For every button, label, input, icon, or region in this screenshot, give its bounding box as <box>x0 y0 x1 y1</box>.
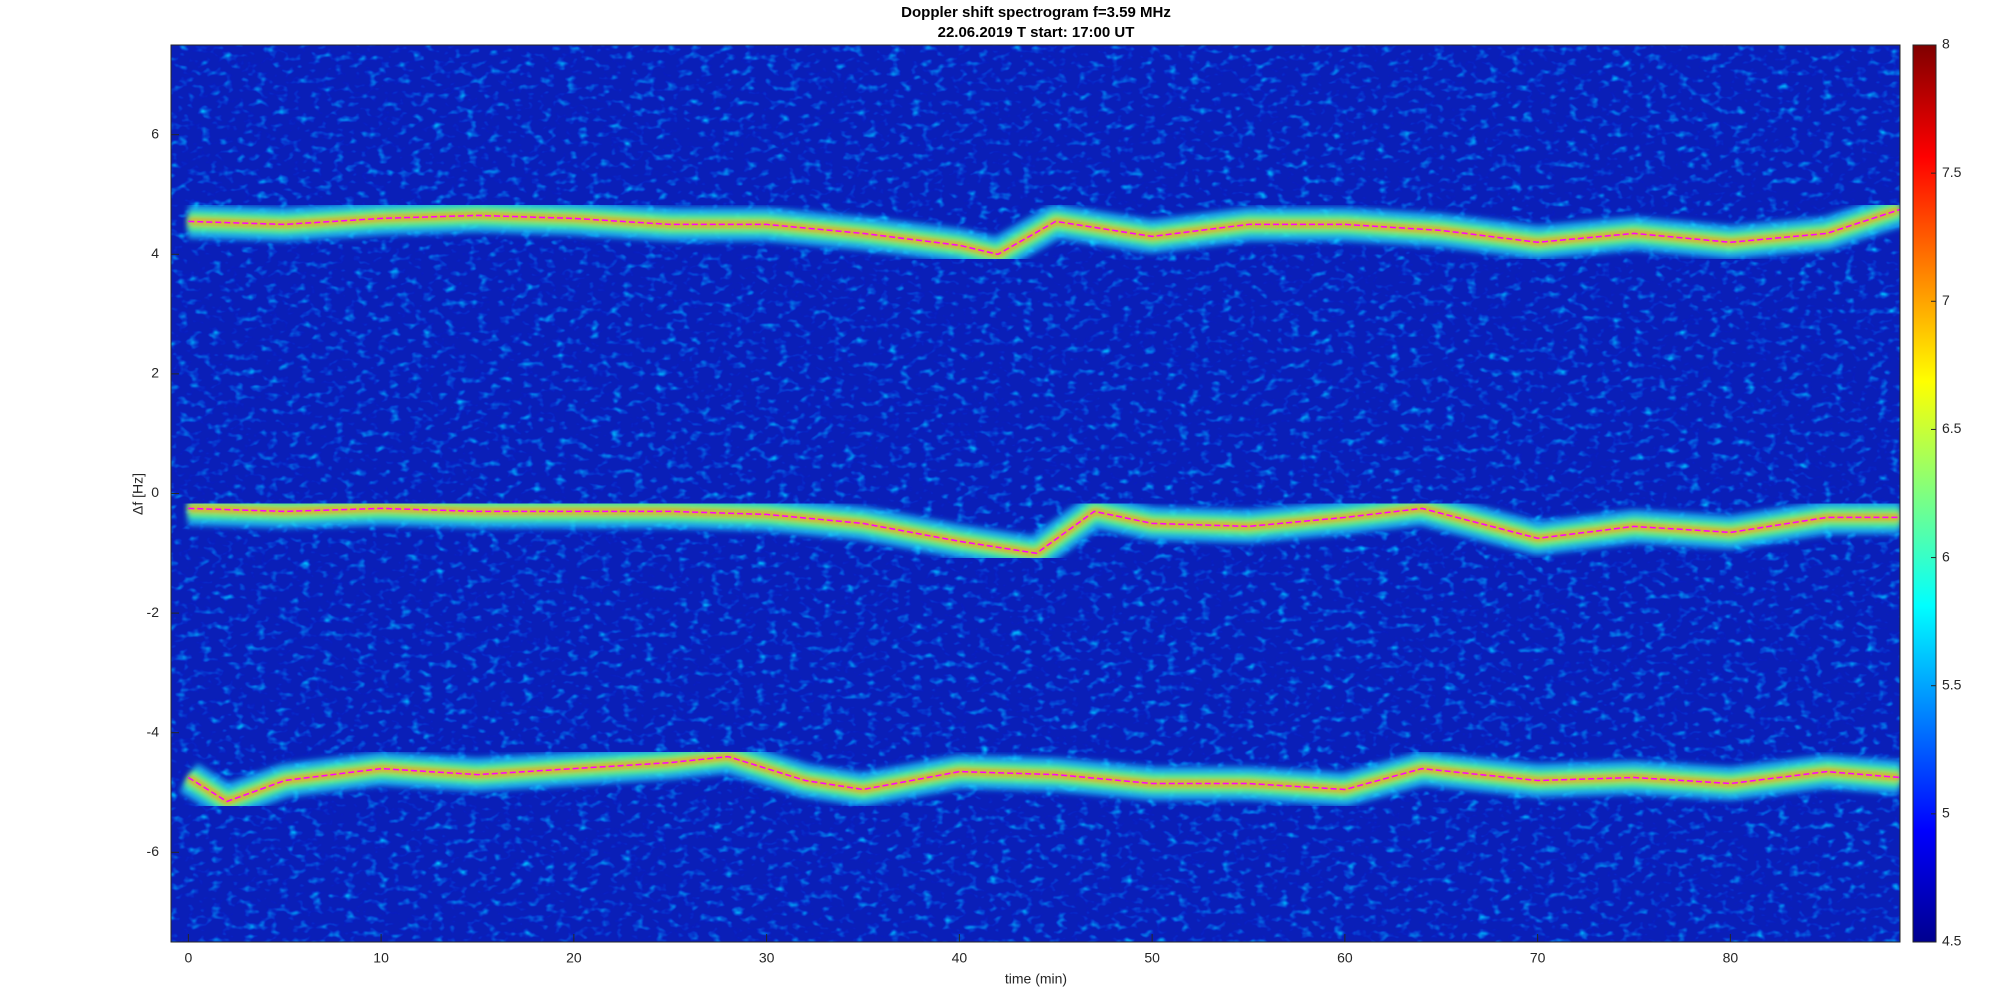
y-tick-label: 0 <box>151 484 159 500</box>
trace-line <box>188 507 1900 555</box>
traces <box>179 193 1900 819</box>
colorbar-tick-label: 4.5 <box>1942 933 1962 949</box>
y-tick-label: 6 <box>151 125 159 141</box>
x-tick-label: 80 <box>1723 950 1739 966</box>
x-tick-label: 40 <box>952 950 968 966</box>
x-axis-label: time (min) <box>1005 971 1067 987</box>
y-tick-label: -2 <box>147 604 160 620</box>
y-axis-label: Δf [Hz] <box>130 473 146 515</box>
y-tick-label: 4 <box>151 245 159 261</box>
colorbar-tick-label: 5 <box>1942 805 1950 821</box>
x-tick-label: 60 <box>1337 950 1353 966</box>
chart-title: Doppler shift spectrogram f=3.59 MHz <box>901 4 1171 21</box>
chart-subtitle: 22.06.2019 T start: 17:00 UT <box>938 24 1135 41</box>
colorbar-tick-label: 7.5 <box>1942 164 1962 180</box>
y-tick-label: -6 <box>147 843 160 859</box>
trace-line <box>187 755 1900 803</box>
colorbar-tick-label: 7 <box>1942 292 1950 308</box>
y-tick-label: -4 <box>147 723 160 739</box>
colorbar-tick-label: 6 <box>1942 548 1950 564</box>
colorbar-tick-label: 8 <box>1942 36 1950 52</box>
x-tick-label: 10 <box>373 950 389 966</box>
x-tick-label: 70 <box>1530 950 1546 966</box>
x-tick-label: 50 <box>1144 950 1160 966</box>
y-tick-label: 2 <box>151 365 159 381</box>
colorbar <box>1912 44 1937 943</box>
x-tick-label: 0 <box>184 950 192 966</box>
colorbar-tick-label: 5.5 <box>1942 676 1962 692</box>
trace-line <box>188 208 1900 256</box>
x-tick-label: 20 <box>566 950 582 966</box>
x-tick-label: 30 <box>759 950 775 966</box>
colorbar-tick-label: 6.5 <box>1942 420 1962 436</box>
